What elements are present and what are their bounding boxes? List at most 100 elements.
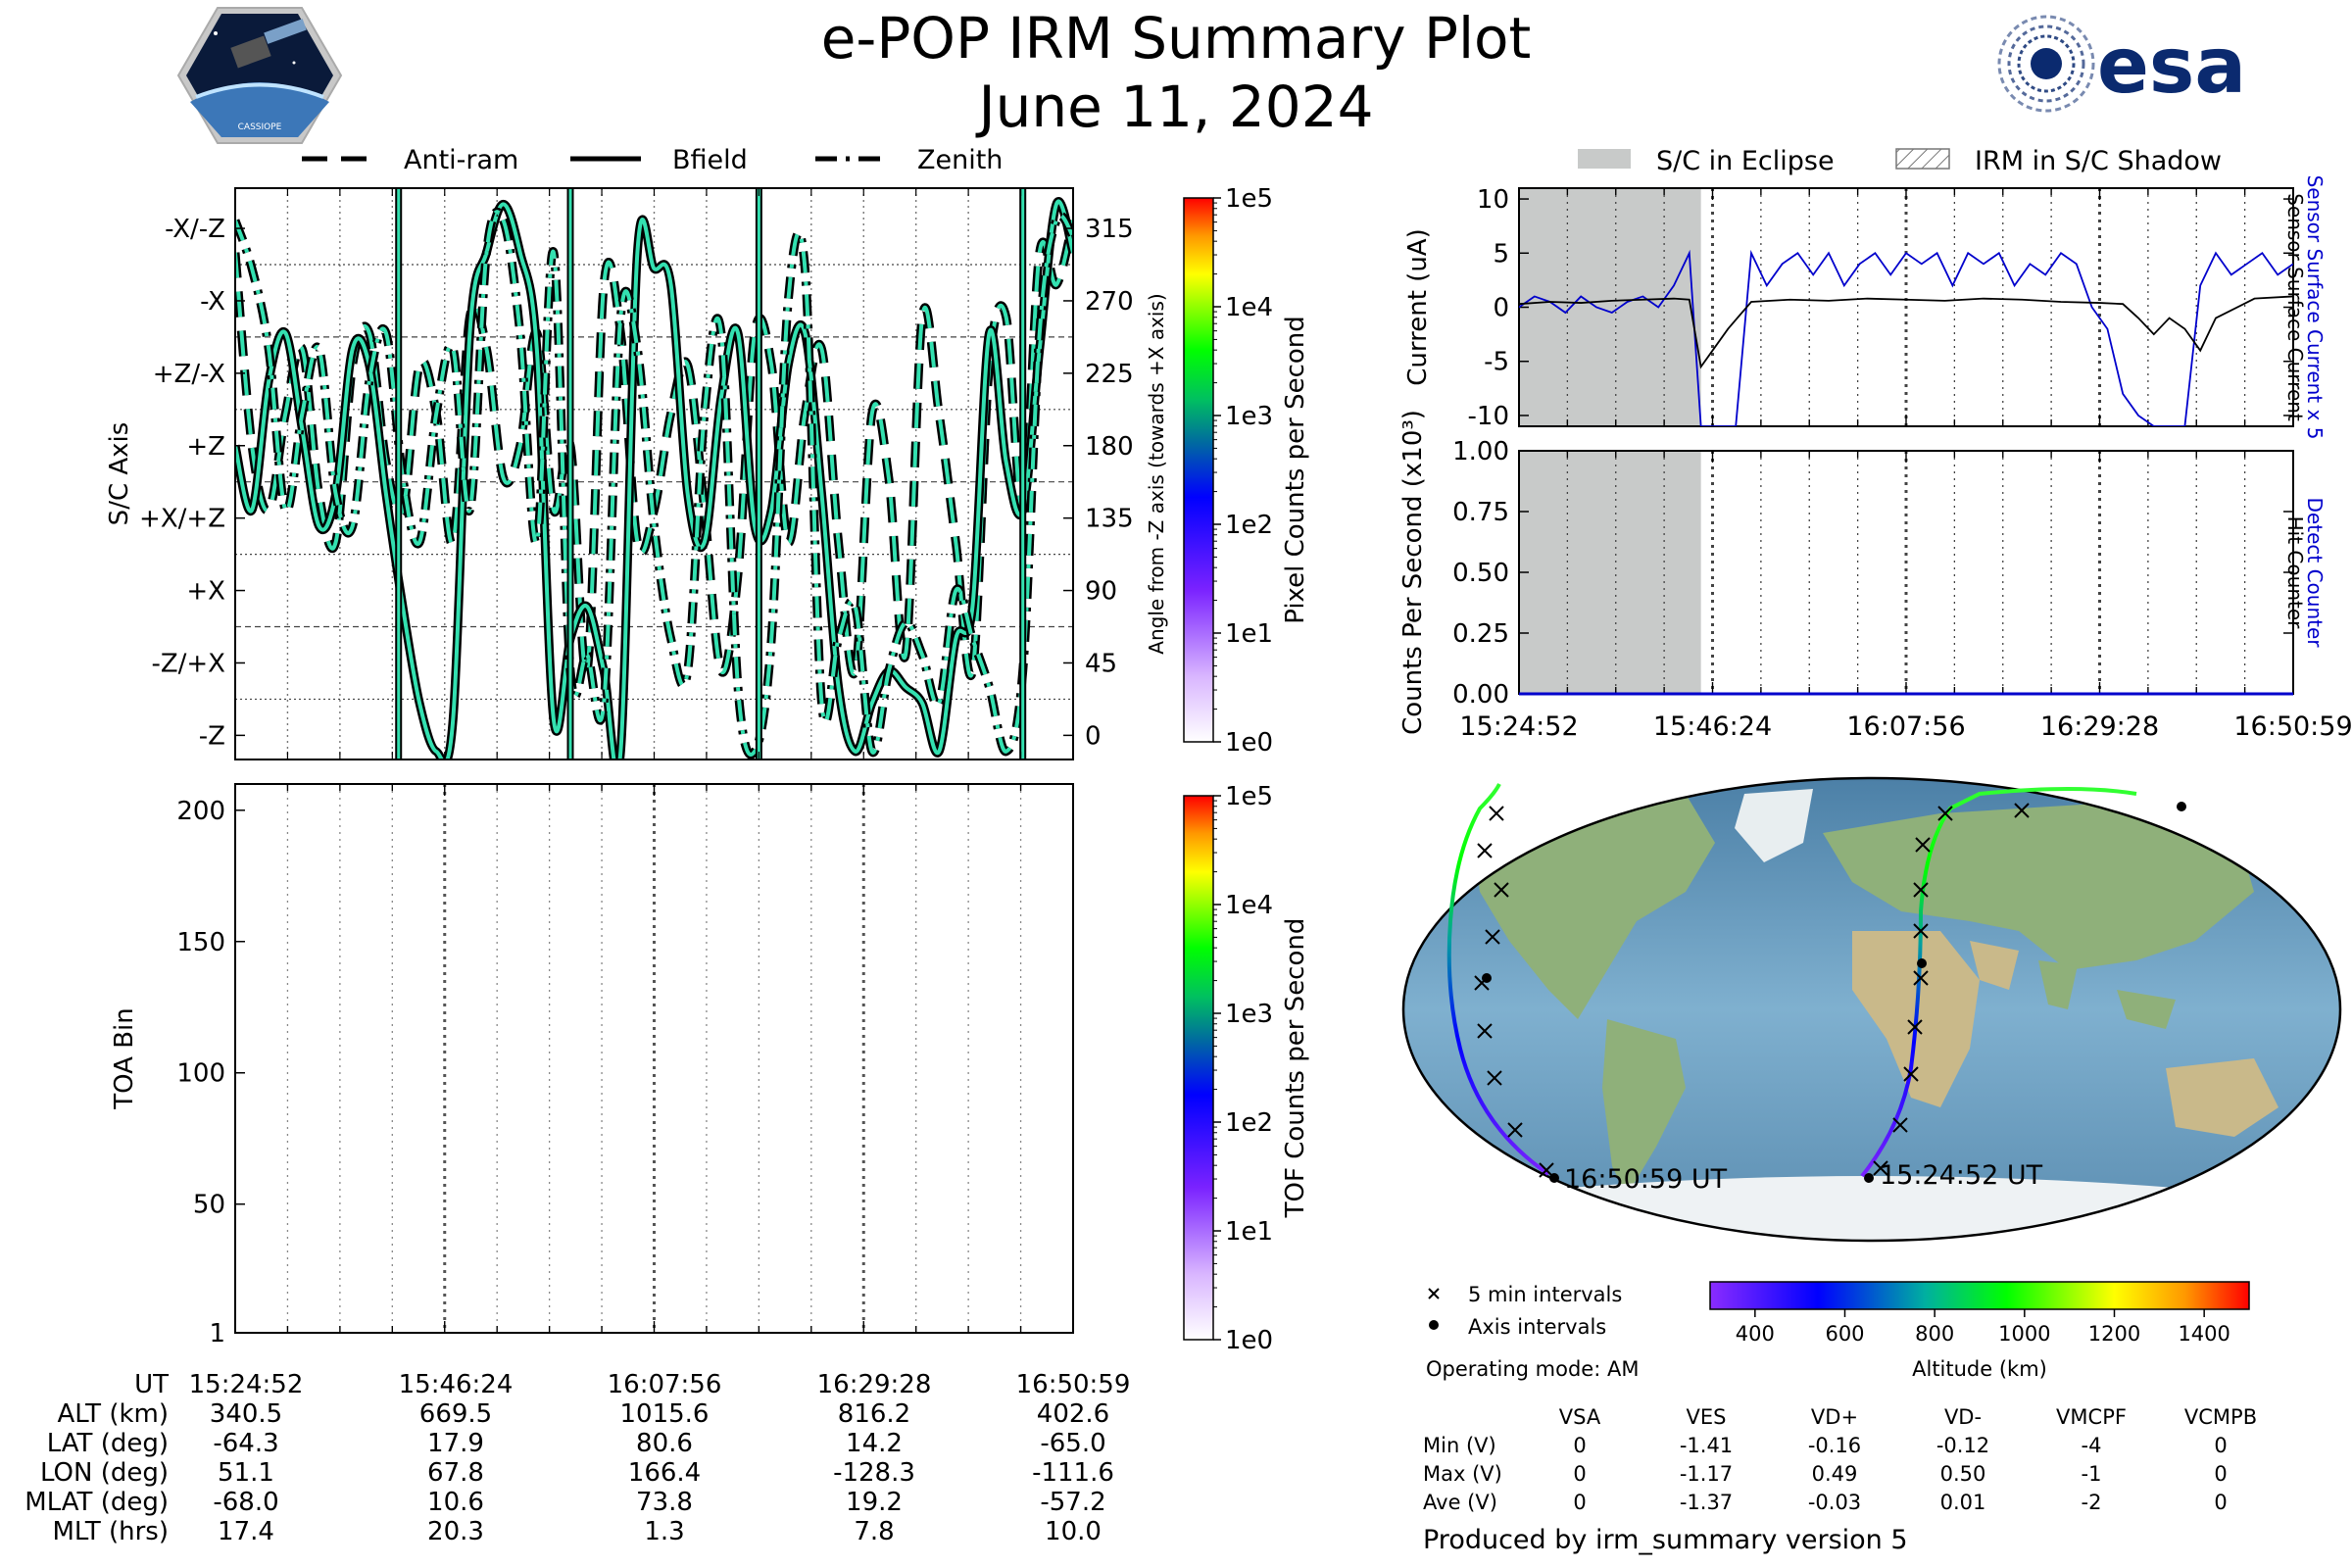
voltage-cell: 0 <box>2214 1462 2228 1486</box>
right-tick-label: 135 <box>1085 505 1134 534</box>
time-table-ut: 16:07:56 <box>607 1370 722 1399</box>
time-table-row-label: LAT (deg) <box>46 1429 169 1458</box>
counts-y-tick-label: 0.75 <box>1452 498 1509 527</box>
altitude-label: Altitude (km) <box>1912 1357 2047 1381</box>
counts-x-tick-label: 16:07:56 <box>1846 711 1965 742</box>
page-title: e-POP IRM Summary Plot <box>820 5 1532 72</box>
five-min-marker <box>1494 882 1509 898</box>
time-table-cell: 73.8 <box>636 1488 693 1517</box>
current-y-tick-label: -5 <box>1484 348 1509 377</box>
counts-eclipse <box>1519 451 1701 694</box>
legend-label-2: Zenith <box>917 145 1003 175</box>
voltage-header: VCMPB <box>2183 1405 2258 1429</box>
current-y-tick-label: 5 <box>1493 239 1509 269</box>
colorbar-tick-label: 1e2 <box>1225 511 1273 540</box>
voltage-header: VSA <box>1558 1405 1601 1429</box>
time-table-cell: 17.9 <box>427 1429 484 1458</box>
five-min-marker <box>1892 1117 1908 1133</box>
time-table-cell: -111.6 <box>1032 1458 1114 1488</box>
shadow-legend-swatch <box>1895 148 1950 170</box>
toa-tick-label: 200 <box>176 797 225 826</box>
counts-y-tick-label: 0.00 <box>1452 680 1509 710</box>
time-table-cell: 14.2 <box>846 1429 903 1458</box>
current-y-tick-label: 0 <box>1493 294 1509 323</box>
voltage-cell: -0.12 <box>1936 1434 1990 1457</box>
map-start-label: 15:24:52 UT <box>1880 1160 2043 1191</box>
sc-axis-series-group <box>235 188 1073 760</box>
counts-y-tick-label: 0.25 <box>1452 619 1509 649</box>
voltage-cell: -1.41 <box>1679 1434 1734 1457</box>
colorbar-label: TOF Counts per Second <box>1281 918 1310 1219</box>
colorbar-tick-label: 1e3 <box>1225 1000 1273 1029</box>
tof-counts-colorbar: 1e5 1e4 1e3 1e2 1e1 1e0 TOF Counts per Second <box>1183 784 1310 1355</box>
five-min-marker <box>1477 843 1493 858</box>
colorbar-gradient <box>1183 795 1214 1341</box>
axis-interval-marker <box>1864 1173 1874 1183</box>
five-min-marker <box>1507 1122 1523 1138</box>
five-min-marker <box>1913 923 1929 939</box>
toa-tick-label: 1 <box>209 1319 225 1348</box>
counts-y-tick-label: 1.00 <box>1452 437 1509 466</box>
voltage-cell: 0.49 <box>1811 1462 1858 1486</box>
voltage-row-label: Max (V) <box>1423 1462 1502 1486</box>
left-tick-label: -Z/+X <box>151 649 225 678</box>
time-table-cell: -128.3 <box>833 1458 915 1488</box>
toa-tick-label: 100 <box>176 1059 225 1089</box>
altitude-tick-label: 1200 <box>2088 1322 2140 1346</box>
time-table-cell: 1.3 <box>644 1517 685 1546</box>
cassiope-logo-text: CASSIOPE <box>238 122 282 132</box>
voltage-cell: 0.01 <box>1939 1491 1986 1514</box>
time-table-cell: 166.4 <box>627 1458 702 1488</box>
time-table-cell: 402.6 <box>1036 1399 1110 1429</box>
esa-logo: esa <box>1997 15 2246 113</box>
current-y-tick-label: 10 <box>1477 185 1509 215</box>
time-table-cell: 51.1 <box>218 1458 274 1488</box>
five-min-marker <box>1485 929 1500 945</box>
five-min-marker <box>1477 1023 1493 1039</box>
map-outline <box>1401 776 2342 1243</box>
time-table-cell: 10.0 <box>1045 1517 1102 1546</box>
land-south-america <box>1602 1019 1686 1196</box>
shadow-legend-label: IRM in S/C Shadow <box>1975 146 2222 176</box>
series-line-zenith <box>235 210 1073 757</box>
five-min-marker <box>2014 803 2030 818</box>
voltage-cell: -1.17 <box>1679 1462 1734 1486</box>
counts-x-tick-label: 16:50:59 <box>2233 711 2352 742</box>
toa-tick-label: 150 <box>176 928 225 957</box>
voltage-header: VD- <box>1943 1405 1983 1429</box>
voltage-cell: 0 <box>1573 1462 1587 1486</box>
voltage-cell: -1 <box>2081 1462 2102 1486</box>
colorbar-tick-label: 1e2 <box>1225 1108 1273 1138</box>
colorbar-tick-label: 1e0 <box>1225 728 1273 758</box>
current-series-group <box>1519 249 2293 426</box>
time-table-ut: 15:24:52 <box>188 1370 304 1399</box>
time-table-ut: 15:46:24 <box>398 1370 514 1399</box>
toa-tick-label: 50 <box>193 1191 225 1220</box>
current-right-label-1: Sensor Surface Current x 5 <box>2303 175 2327 440</box>
voltage-cell: -0.03 <box>1807 1491 1862 1514</box>
counts-y-tick-label: 0.50 <box>1452 559 1509 588</box>
counts-x-tick-label: 16:29:28 <box>2040 711 2159 742</box>
legend-label-0: Anti-ram <box>404 145 518 175</box>
colorbar-tick-label: 1e5 <box>1225 186 1273 214</box>
current-right-label-2: Sensor Surface Current <box>2283 193 2307 421</box>
legend-axis-label: Axis intervals <box>1468 1315 1606 1339</box>
land-india <box>2038 960 2078 1009</box>
left-tick-label: -Z <box>199 721 225 751</box>
time-table-row-label: ALT (km) <box>57 1399 169 1429</box>
time-table-ut: 16:29:28 <box>816 1370 932 1399</box>
legend-x-marker <box>1428 1288 1440 1299</box>
colorbar-gradient <box>1183 197 1214 743</box>
axis-interval-marker <box>1482 973 1492 983</box>
operating-mode: Operating mode: AM <box>1426 1357 1640 1381</box>
left-tick-label: -X <box>200 287 225 317</box>
land-australia <box>2166 1058 2278 1137</box>
colorbar-tick-label: 1e0 <box>1225 1326 1273 1355</box>
land-arabia <box>1970 941 2019 990</box>
colorbar-tick-label: 1e4 <box>1225 293 1273 322</box>
axis-interval-marker <box>2177 802 2186 811</box>
colorbar-label: Pixel Counts per Second <box>1281 316 1310 624</box>
time-table-row-label: UT <box>134 1370 169 1399</box>
current-counts-plot: S/C in Eclipse IRM in S/C Shadow 10 5 0 -5 -10… <box>1398 146 2352 742</box>
